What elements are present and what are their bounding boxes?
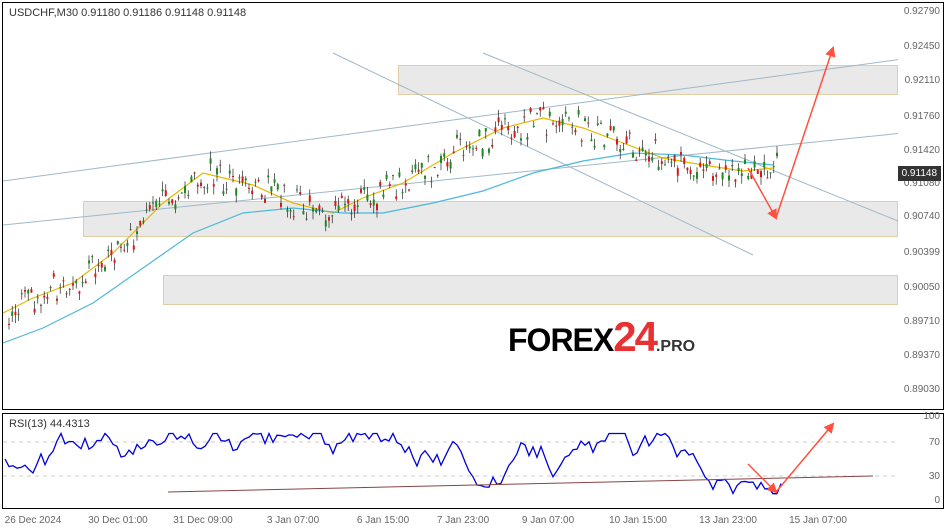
chart-title: USDCHF,M30 0.91180 0.91186 0.91148 0.911… — [9, 7, 246, 19]
rsi-indicator-chart: RSI(13) 44.4313 10070300 26 Dec 202430 D… — [2, 413, 944, 509]
logo-24-text: 24 — [613, 313, 656, 360]
logo-forex-text: FOREX — [508, 322, 613, 358]
price-chart-svg — [3, 3, 898, 411]
rsi-title: RSI(13) 44.4313 — [9, 418, 90, 430]
rsi-chart-svg — [3, 414, 898, 510]
logo-pro-text: .PRO — [656, 338, 695, 355]
main-price-chart: USDCHF,M30 0.91180 0.91186 0.91148 0.911… — [2, 2, 944, 410]
watermark-logo: FOREX24.PRO — [508, 313, 695, 361]
current-price-tag: 0.91148 — [898, 166, 941, 181]
